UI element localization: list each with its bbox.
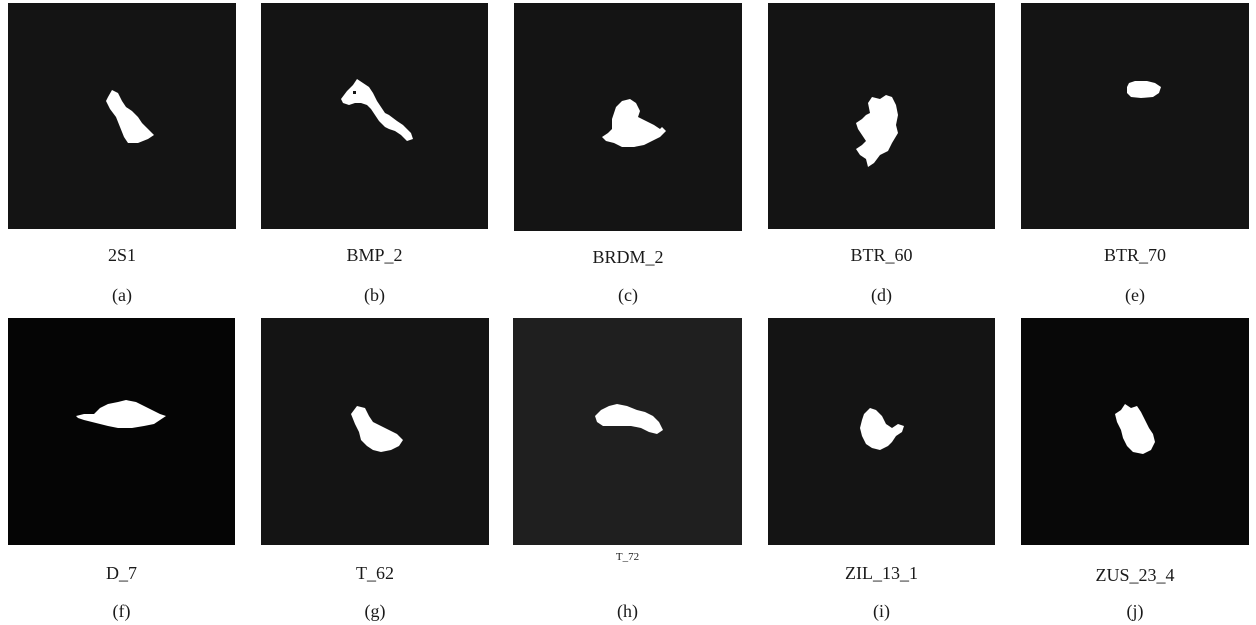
target-silhouette-zil-13-1 xyxy=(860,408,904,450)
target-silhouette-brdm-2 xyxy=(602,99,666,147)
target-silhouette-zus-23-4 xyxy=(1115,404,1155,454)
panel-e-label: BTR_70 xyxy=(1103,245,1166,265)
panel-d-label: BTR_60 xyxy=(850,245,913,265)
panel-b-label: BMP_2 xyxy=(346,245,403,265)
panel-f-label: D_7 xyxy=(106,563,137,583)
panel-h-label: T_72 xyxy=(615,551,640,563)
panel-c-caption: (c) xyxy=(618,285,638,305)
panel-b-image xyxy=(261,3,488,229)
panel-a-image xyxy=(8,3,236,229)
target-silhouette-btr-70 xyxy=(1127,81,1161,98)
panel-j-label: ZUS_23_4 xyxy=(1095,565,1175,585)
panel-b-caption: (b) xyxy=(364,285,385,305)
panel-i-label: ZIL_13_1 xyxy=(845,563,918,583)
panel-f-caption: (f) xyxy=(112,601,131,621)
panel-h-caption: (h) xyxy=(617,601,638,621)
target-silhouette-btr-60 xyxy=(856,95,898,167)
target-silhouette-t-62 xyxy=(351,406,403,452)
panel-a-caption: (a) xyxy=(112,285,132,305)
target-silhouette-d-7 xyxy=(76,400,166,428)
panel-f-image xyxy=(8,318,235,545)
panel-g-label: T_62 xyxy=(356,563,394,583)
panel-e-image xyxy=(1021,3,1249,229)
panel-g-image xyxy=(261,318,489,545)
panel-d-caption: (d) xyxy=(871,285,892,305)
panel-g-caption: (g) xyxy=(364,601,386,621)
target-silhouette-2s1 xyxy=(106,90,154,143)
panel-i-image xyxy=(768,318,995,545)
panel-i-caption: (i) xyxy=(873,601,890,621)
panel-e-caption: (e) xyxy=(1125,285,1145,305)
panel-c-image xyxy=(514,3,742,231)
panel-c-label: BRDM_2 xyxy=(592,247,664,267)
panel-d-image xyxy=(768,3,995,229)
target-silhouette-bmp-2 xyxy=(341,79,413,141)
target-silhouette-t-72 xyxy=(595,404,663,434)
panel-a-label: 2S1 xyxy=(107,245,136,265)
panel-h-image xyxy=(513,318,742,545)
panel-j-image xyxy=(1021,318,1249,545)
panel-j-caption: (j) xyxy=(1126,601,1144,621)
